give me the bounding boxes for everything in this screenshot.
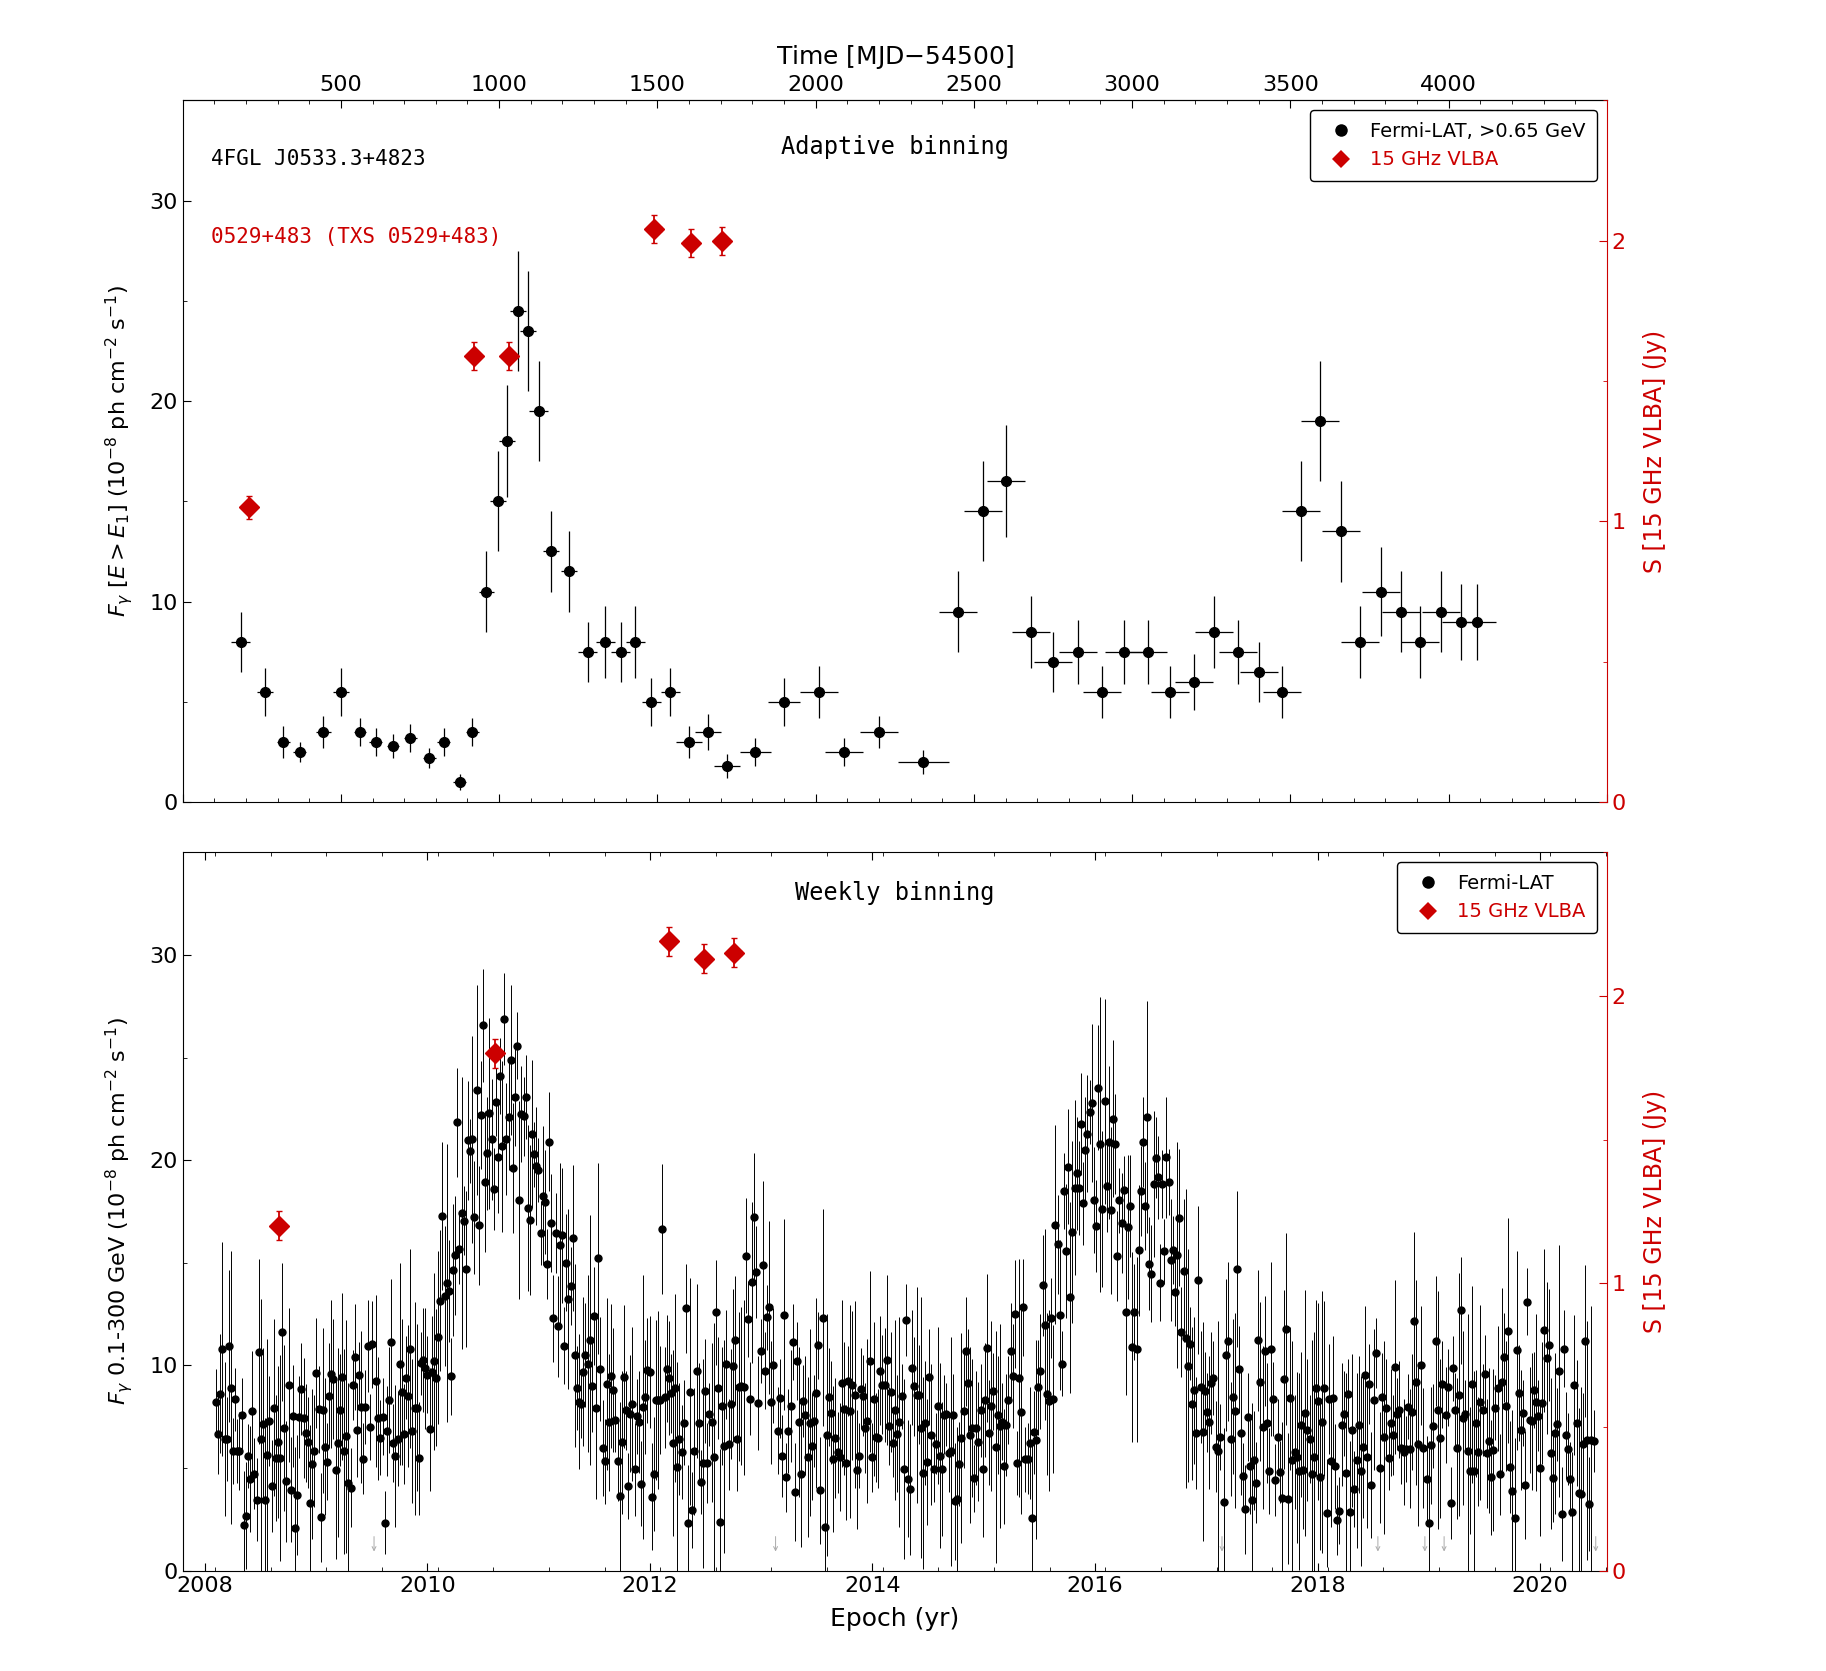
Text: 0529+483 (TXS 0529+483): 0529+483 (TXS 0529+483): [212, 227, 502, 247]
Text: Weekly binning: Weekly binning: [794, 881, 995, 906]
Y-axis label: S [15 GHz VLBA] (Jy): S [15 GHz VLBA] (Jy): [1643, 329, 1667, 573]
Y-axis label: $F_{\gamma}$ 0.1-300 GeV $(10^{-8}$ ph cm$^{-2}$ s$^{-1})$: $F_{\gamma}$ 0.1-300 GeV $(10^{-8}$ ph c…: [104, 1018, 135, 1405]
Text: Adaptive binning: Adaptive binning: [782, 135, 1008, 159]
X-axis label: Time [MJD$-$54500]: Time [MJD$-$54500]: [776, 43, 1013, 72]
Y-axis label: S [15 GHz VLBA] (Jy): S [15 GHz VLBA] (Jy): [1643, 1089, 1667, 1333]
Legend: Fermi-LAT, 15 GHz VLBA: Fermi-LAT, 15 GHz VLBA: [1397, 862, 1598, 932]
Y-axis label: $F_{\gamma}$ [$E{>}E_1$] $(10^{-8}$ ph cm$^{-2}$ s$^{-1})$: $F_{\gamma}$ [$E{>}E_1$] $(10^{-8}$ ph c…: [104, 286, 135, 617]
Legend: Fermi-LAT, >0.65 GeV, 15 GHz VLBA: Fermi-LAT, >0.65 GeV, 15 GHz VLBA: [1309, 110, 1598, 180]
Text: 4FGL J0533.3+4823: 4FGL J0533.3+4823: [212, 149, 425, 169]
X-axis label: Epoch (yr): Epoch (yr): [831, 1608, 959, 1631]
